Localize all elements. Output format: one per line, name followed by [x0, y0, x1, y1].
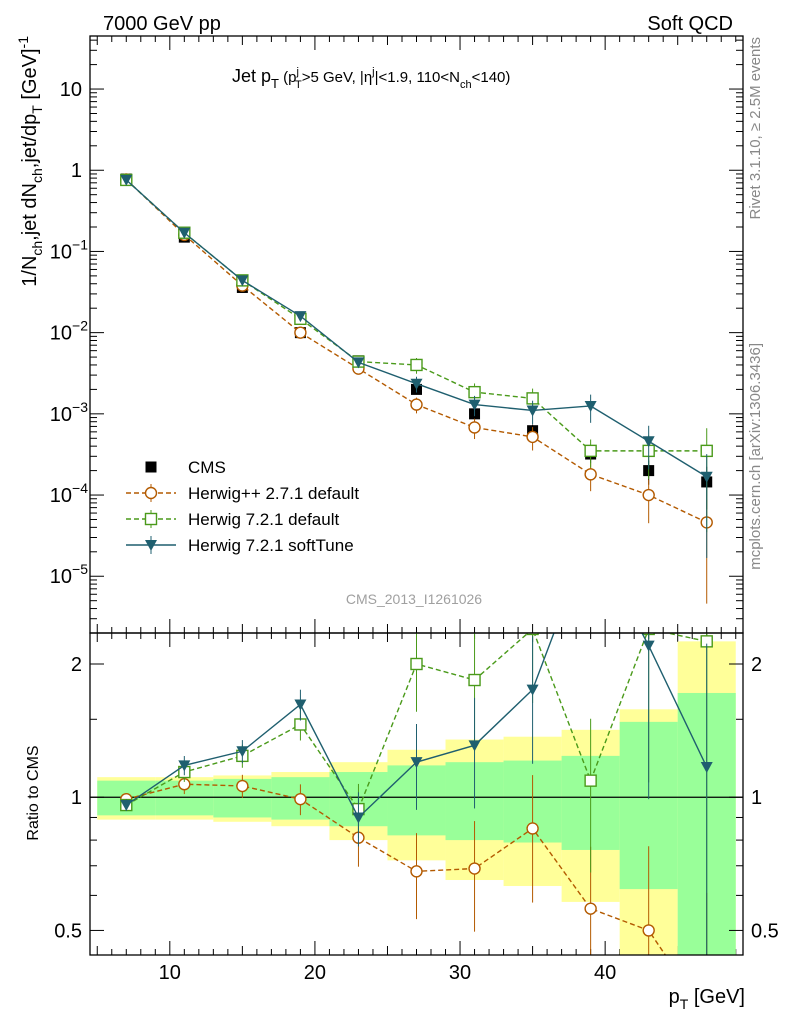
ratio-point [236, 746, 249, 758]
ratio-point [642, 924, 655, 937]
ratio-point [294, 718, 307, 731]
data-point [526, 430, 539, 444]
legend-entry: Herwig++ 2.7.1 default [126, 484, 359, 503]
y-tick-label: 10 [60, 79, 82, 101]
legend-label: Herwig 7.2.1 default [188, 510, 339, 529]
ratio-frame [89, 632, 744, 956]
header-left: 7000 GeV pp [103, 13, 221, 35]
ratio-point [294, 792, 307, 806]
x-tick-label: 20 [304, 962, 326, 984]
ratio-point [410, 757, 423, 769]
y-tick-label: 10−1 [50, 236, 88, 263]
ratio-point [701, 1011, 712, 1022]
ratio-point [352, 812, 365, 824]
ratio-point [294, 699, 307, 711]
legend-entry: Herwig 7.2.1 softTune [126, 536, 354, 555]
series-triangle-solid [120, 174, 713, 558]
ratio-point [410, 657, 423, 671]
y-tick-label: 10−2 [50, 318, 88, 345]
data-point [468, 399, 481, 411]
ratio-point [468, 673, 481, 687]
ratio-point [526, 822, 539, 835]
ratio-point [700, 762, 713, 774]
ratio-point [236, 779, 249, 793]
main-plot-area [120, 173, 713, 604]
series-line [125, 179, 708, 478]
data-point [642, 488, 655, 502]
ratio-series-triangle-solid [120, 531, 713, 955]
ratio-point [468, 862, 481, 875]
main-y-label: 1/Nch,jet dNch,jet/dpT [GeV]-1 [15, 36, 45, 287]
data-point [642, 436, 655, 448]
x-tick-label: 30 [449, 962, 471, 984]
x-tick-label: 40 [594, 962, 616, 984]
data-point [700, 471, 713, 483]
data-point [294, 326, 307, 339]
ratio-point [526, 633, 539, 636]
legend-label: Herwig 7.2.1 softTune [188, 536, 354, 555]
y-tick-label: 1 [71, 160, 82, 182]
y-tick-label: 10−3 [50, 399, 88, 426]
data-point [584, 444, 597, 458]
data-point [236, 275, 249, 287]
legend-label: CMS [188, 458, 226, 477]
legend: CMS Herwig++ 2.7.1 default Herwig 7.2.1 de… [126, 458, 359, 555]
legend-marker [144, 512, 158, 526]
ratio-y-tick-label-right: 0.5 [751, 920, 779, 942]
ratio-point [584, 902, 597, 915]
data-point [468, 421, 481, 434]
data-point [584, 400, 597, 412]
x-tick-label: 10 [159, 962, 181, 984]
ratio-point [410, 865, 423, 878]
ratio-y-tick-label: 0.5 [54, 920, 82, 942]
header-right: Soft QCD [647, 13, 733, 35]
main-title: Jet pT (pj T>5 GeV, |ηj|<1.9, 110<Nch<140… [232, 66, 510, 91]
analysis-watermark: CMS_2013_I1261026 [346, 591, 482, 607]
data-point [178, 227, 191, 239]
data-point [352, 357, 365, 369]
legend-entry: Herwig 7.2.1 default [126, 510, 339, 529]
data-point [120, 174, 133, 186]
x-axis-label: pT [GeV] [669, 986, 745, 1012]
ratio-y-tick-label-right: 2 [751, 654, 762, 676]
ratio-panel: 10 20 30 40 0.5 0.5 1 1 2 2 [54, 531, 779, 1022]
legend-entry: CMS [145, 458, 226, 477]
series-square-dashed [120, 173, 713, 533]
ratio-plot-area [120, 531, 713, 1022]
y-tick-label: 10−5 [50, 561, 88, 588]
legend-marker [145, 461, 157, 473]
ratio-point [468, 740, 481, 752]
ratio-point [642, 640, 655, 652]
ratio-y-tick-label-right: 1 [751, 787, 762, 809]
ratio-point [120, 800, 133, 812]
data-point [526, 405, 539, 417]
ratio-point [585, 531, 597, 542]
data-point [410, 358, 423, 372]
legend-marker [144, 486, 158, 500]
y-tick-label: 10−4 [50, 480, 88, 507]
ratio-point [584, 774, 597, 787]
data-point [410, 378, 423, 390]
rivet-label: Rivet 3.1.10, ≥ 2.5M events [747, 37, 764, 220]
ratio-y-tick-label: 2 [71, 654, 82, 676]
data-point [294, 311, 307, 323]
ratio-y-label: Ratio to CMS [25, 745, 42, 840]
ratio-point [178, 760, 191, 772]
ratio-y-tick-label: 1 [71, 787, 82, 809]
data-point [410, 398, 423, 411]
data-point [584, 468, 597, 481]
ratio-point [526, 684, 539, 696]
legend-marker [145, 540, 157, 551]
main-panel: 10 1 10−1 10−2 10−3 10−4 10−5 [50, 35, 744, 955]
legend-label: Herwig++ 2.7.1 default [188, 484, 359, 503]
ratio-series-circle-dashed [120, 774, 712, 1022]
mcplots-label: mcplots.cern.ch [arXiv:1306.3436] [747, 343, 764, 570]
